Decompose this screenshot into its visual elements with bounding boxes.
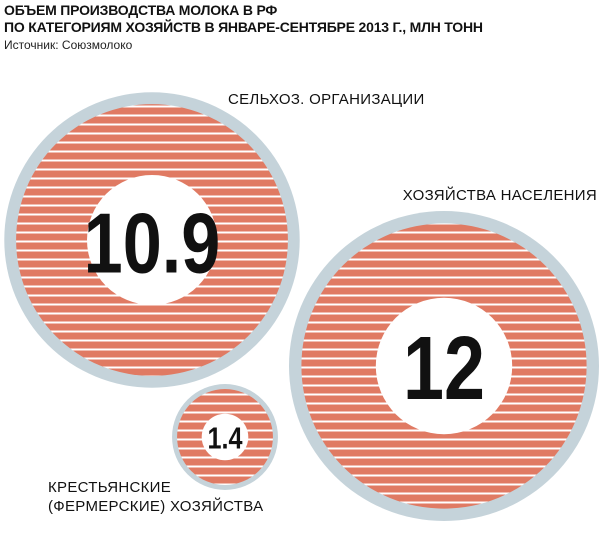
- value-label: 12: [403, 319, 485, 419]
- chart-title: ОБЪЕМ ПРОИЗВОДСТВА МОЛОКА В РФ ПО КАТЕГО…: [4, 2, 483, 35]
- value-label: 10.9: [84, 195, 221, 291]
- bubble-center: [87, 175, 217, 305]
- value-label: 1.4: [208, 421, 243, 455]
- category-label: ХОЗЯЙСТВА НАСЕЛЕНИЯ: [402, 187, 597, 204]
- bubble-center: [201, 413, 249, 461]
- bubble-center: [375, 297, 513, 435]
- category-label: СЕЛЬХОЗ. ОРГАНИЗАЦИИ: [228, 91, 425, 108]
- category-label: КРЕСТЬЯНСКИЕ (ФЕРМЕРСКИЕ) ХОЗЯЙСТВА: [48, 479, 264, 515]
- source: Источник: Союзмолоко: [4, 38, 133, 52]
